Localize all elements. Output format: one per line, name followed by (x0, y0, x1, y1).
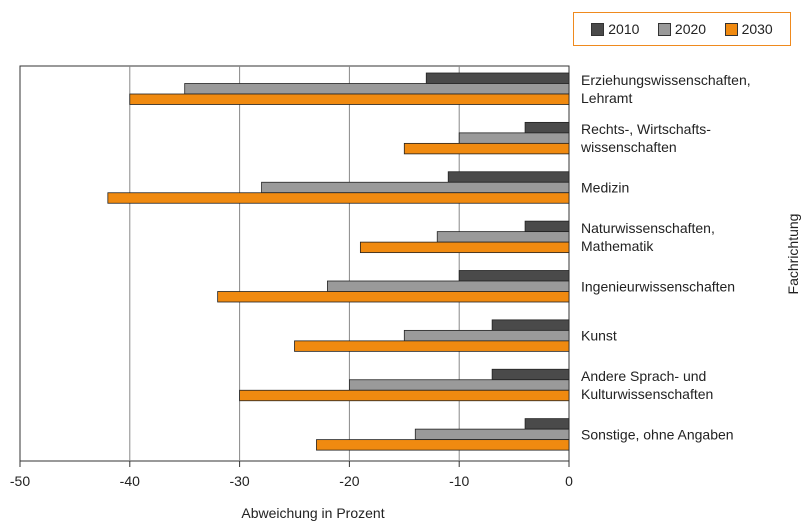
bar-2010 (491, 368, 570, 381)
category-label: Erziehungswissenschaften, (581, 72, 751, 88)
category-label: Sonstige, ohne Angaben (581, 426, 734, 442)
x-tick-label: -10 (449, 473, 469, 489)
legend-label-2030: 2030 (741, 21, 773, 37)
bar-2030 (107, 192, 570, 204)
bar-2010 (425, 72, 570, 84)
x-tick-label: 0 (565, 473, 573, 489)
category-label: Ingenieurwissenschaften (581, 278, 735, 294)
plot-frame (19, 65, 570, 462)
bar-2030 (316, 439, 570, 451)
bar-2020 (348, 379, 570, 391)
x-tick-label: -20 (339, 473, 359, 489)
legend-item-2030: 2030 (724, 21, 773, 37)
bar-2010 (524, 418, 570, 430)
legend-item-2010: 2010 (591, 21, 639, 37)
category-label: Kulturwissenschaften (581, 386, 713, 402)
category-label: Mathematik (581, 238, 654, 254)
bar-2030 (403, 142, 570, 155)
x-tick-label: -40 (120, 473, 140, 489)
bar-2020 (414, 428, 570, 441)
legend: 2010 2020 2030 (573, 12, 791, 46)
bar-2020 (436, 231, 570, 243)
bar-2020 (261, 181, 570, 194)
bar-2030 (217, 291, 570, 303)
bar-2020 (403, 329, 570, 342)
category-label: Andere Sprach- und (581, 368, 706, 384)
category-label: Naturwissenschaften, (581, 220, 715, 236)
bar-2010 (524, 121, 570, 134)
bar-2030 (359, 241, 570, 254)
category-label: Rechts-, Wirtschafts- (581, 121, 711, 137)
x-axis-label: Abweichung in Prozent (241, 505, 385, 521)
x-tick-label: -30 (229, 473, 249, 489)
category-label: Medizin (581, 180, 629, 196)
bar-2010 (447, 171, 570, 183)
legend-item-2020: 2020 (657, 21, 707, 37)
category-label: Lehramt (581, 90, 632, 106)
legend-label-2020: 2020 (674, 21, 707, 37)
legend-swatch-2030 (724, 22, 738, 36)
legend-label-2010: 2010 (608, 21, 640, 37)
bar-2020 (458, 132, 570, 144)
x-tick-label: -50 (10, 473, 30, 489)
bar-2010 (458, 270, 570, 282)
bar-2010 (491, 319, 570, 331)
bar-2030 (294, 340, 570, 352)
bar-2020 (184, 83, 570, 95)
category-label: Kunst (581, 328, 617, 344)
bar-2010 (524, 220, 570, 233)
y-axis-label: Fachrichtung (785, 213, 801, 295)
legend-swatch-2010 (591, 22, 605, 36)
bar-2030 (129, 93, 570, 105)
category-label: wissenschaften (580, 139, 677, 155)
bar-2020 (327, 280, 570, 292)
legend-swatch-2020 (657, 22, 671, 36)
bar-2030 (239, 389, 570, 402)
